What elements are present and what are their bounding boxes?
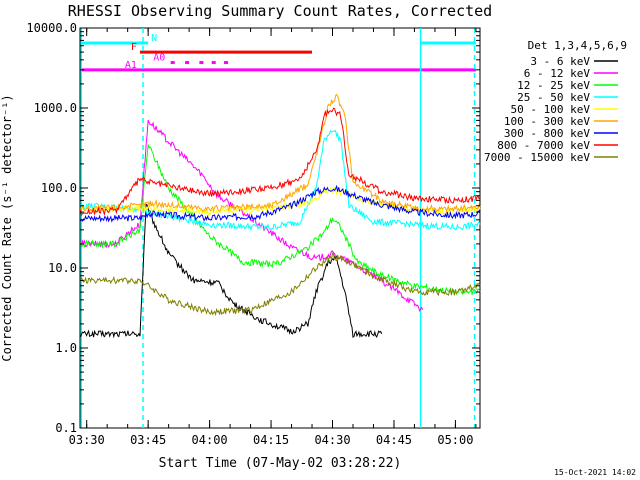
y-tick-label: 1000.0 [34, 101, 77, 115]
y-tick-label: 10.0 [48, 261, 77, 275]
y-tick-label: 100.0 [41, 181, 77, 195]
x-tick-label: 03:30 [69, 433, 105, 447]
x-tick-label: 03:45 [130, 433, 166, 447]
legend-title: Det 1,3,4,5,6,9 [528, 39, 627, 52]
footer-date: 15-Oct-2021 14:02 [554, 468, 636, 477]
x-axis: 03:30 03:45 04:00 04:15 04:30 04:45 05:00 [69, 28, 477, 447]
legend-label: 3 - 6 keV [530, 55, 590, 68]
legend-label: 300 - 800 keV [504, 127, 590, 140]
y-tick-label: 10000.0 [26, 21, 77, 35]
legend-label: 100 - 300 keV [504, 115, 590, 128]
y-axis: 0.1 1.0 10.0 100.0 1000.0 10000.0 [26, 21, 480, 435]
x-tick-label: 04:15 [253, 433, 289, 447]
x-tick-label: 05:00 [437, 433, 473, 447]
x-tick-label: 04:00 [192, 433, 228, 447]
flag-label-a0: A0 [153, 53, 165, 64]
legend-label: 12 - 25 keV [517, 79, 590, 92]
flag-label-n: N [151, 33, 157, 44]
vertical-lines [80, 28, 476, 428]
legend-label: 50 - 100 keV [511, 103, 591, 116]
x-tick-label: 04:45 [376, 433, 412, 447]
y-tick-label: 0.1 [55, 421, 77, 435]
plot-frame [79, 27, 481, 429]
series-line [80, 107, 481, 217]
y-axis-label: Corrected Count Rate (s⁻¹ detector⁻¹) [0, 94, 14, 361]
series-line [80, 144, 481, 296]
series-lines [80, 93, 481, 339]
flag-label-f: F [131, 42, 137, 53]
series-line [80, 184, 481, 223]
legend-label: 7000 - 15000 keV [484, 151, 590, 164]
y-tick-label: 1.0 [55, 341, 77, 355]
chart-title: RHESSI Observing Summary Count Rates, Co… [68, 2, 492, 20]
flag-bars: N F A0 A1 [80, 33, 476, 72]
legend-label: 800 - 7000 keV [497, 139, 590, 152]
series-line [80, 252, 481, 317]
x-tick-label: 04:30 [314, 433, 350, 447]
x-axis-label: Start Time (07-May-02 03:28:22) [159, 456, 402, 471]
legend-label: 25 - 50 keV [517, 91, 590, 104]
series-line [80, 203, 383, 339]
flag-label-a1: A1 [125, 60, 137, 71]
legend-label: 6 - 12 keV [524, 67, 591, 80]
